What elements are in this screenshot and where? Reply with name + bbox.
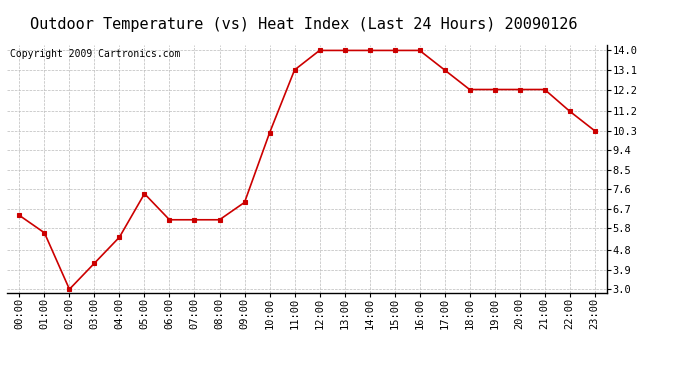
Text: Copyright 2009 Cartronics.com: Copyright 2009 Cartronics.com: [10, 49, 180, 59]
Text: Outdoor Temperature (vs) Heat Index (Last 24 Hours) 20090126: Outdoor Temperature (vs) Heat Index (Las…: [30, 17, 578, 32]
